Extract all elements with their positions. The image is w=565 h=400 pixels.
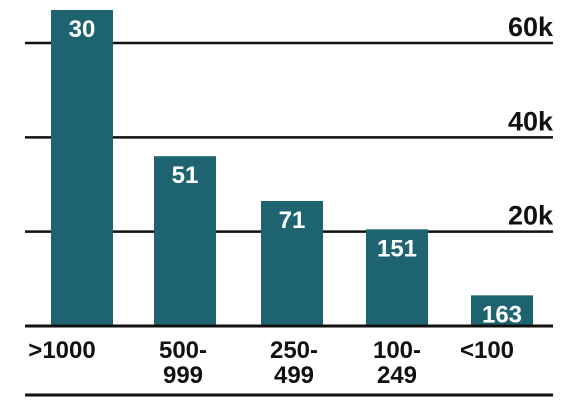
category-label-line2: 499 xyxy=(274,362,314,389)
y-tick-label: 20k xyxy=(508,201,554,231)
bar-data-label: 71 xyxy=(279,207,306,234)
category-label: 500- xyxy=(159,337,207,364)
bar xyxy=(261,201,323,326)
category-label: 250- xyxy=(270,337,318,364)
category-labels: >1000 500-999 250-499 100-249 <100 xyxy=(28,337,514,389)
bar xyxy=(154,156,216,326)
bar-data-label: 30 xyxy=(69,16,96,43)
bar-data-label: 51 xyxy=(172,162,199,189)
bars: 30 51 71 151 163 xyxy=(51,9,533,328)
bar-data-label: 163 xyxy=(482,301,522,328)
bar xyxy=(471,295,533,326)
category-label-line2: 249 xyxy=(377,362,417,389)
category-label: >1000 xyxy=(28,337,95,364)
y-tick-labels: 20k 40k 60k xyxy=(508,12,554,231)
bar-data-label: 151 xyxy=(377,235,417,262)
bar xyxy=(51,9,113,326)
category-label: <100 xyxy=(460,337,514,364)
category-label-line2: 999 xyxy=(163,362,203,389)
y-tick-label: 60k xyxy=(508,12,554,42)
y-tick-label: 40k xyxy=(508,106,554,136)
bar xyxy=(366,229,428,326)
category-label: 100- xyxy=(373,337,421,364)
